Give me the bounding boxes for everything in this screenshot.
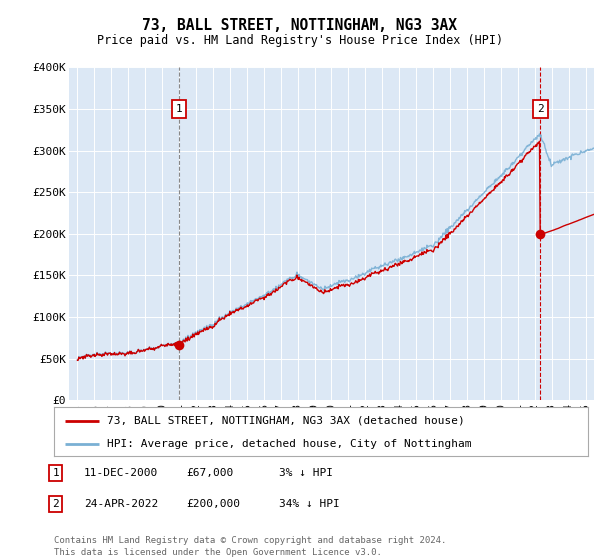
Text: 34% ↓ HPI: 34% ↓ HPI <box>279 499 340 509</box>
Text: Contains HM Land Registry data © Crown copyright and database right 2024.
This d: Contains HM Land Registry data © Crown c… <box>54 536 446 557</box>
Text: 2: 2 <box>52 499 59 509</box>
Text: HPI: Average price, detached house, City of Nottingham: HPI: Average price, detached house, City… <box>107 439 472 449</box>
Text: £200,000: £200,000 <box>186 499 240 509</box>
Text: 73, BALL STREET, NOTTINGHAM, NG3 3AX: 73, BALL STREET, NOTTINGHAM, NG3 3AX <box>143 18 458 32</box>
Text: 24-APR-2022: 24-APR-2022 <box>84 499 158 509</box>
Text: 11-DEC-2000: 11-DEC-2000 <box>84 468 158 478</box>
Text: 3% ↓ HPI: 3% ↓ HPI <box>279 468 333 478</box>
Text: 2: 2 <box>537 104 544 114</box>
Text: 73, BALL STREET, NOTTINGHAM, NG3 3AX (detached house): 73, BALL STREET, NOTTINGHAM, NG3 3AX (de… <box>107 416 465 426</box>
Text: £67,000: £67,000 <box>186 468 233 478</box>
Text: 1: 1 <box>176 104 182 114</box>
Text: 1: 1 <box>52 468 59 478</box>
Text: Price paid vs. HM Land Registry's House Price Index (HPI): Price paid vs. HM Land Registry's House … <box>97 34 503 47</box>
